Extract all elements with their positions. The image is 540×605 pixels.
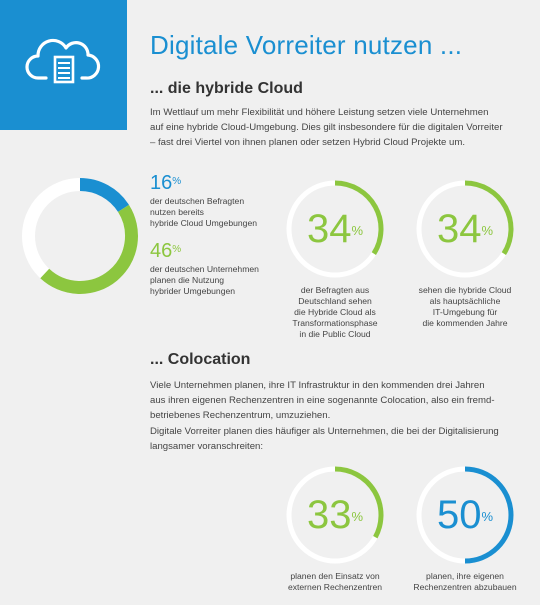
colocation-para-line: betriebenes Rechenzentrum, umzuziehen. [150, 410, 331, 421]
ring-unit: % [351, 509, 364, 524]
ring-number: 50 [436, 493, 482, 537]
ring-unit: % [351, 223, 364, 238]
section-title-colocation: ... Colocation [150, 351, 251, 368]
hybrid-intro-line: auf eine hybride Cloud-Umgebung. Dies gi… [150, 122, 503, 133]
ring-colocation-reduce-caption: planen, ihre eigenen Rechenzentren abzub… [400, 571, 530, 593]
ring-hybrid-transformation [286, 180, 384, 278]
ring-hybrid-transformation-caption: der Befragten aus Deutschland sehen die … [270, 285, 400, 340]
caption-line: der Befragten aus [300, 285, 370, 295]
caption-line: in die Public Cloud [299, 329, 371, 339]
stat-46-number: 46 [150, 240, 173, 262]
stat-46-label-line: hybrider Umgebungen [150, 286, 236, 296]
colocation-para-line: Digitale Vorreiter planen dies häufiger … [150, 426, 499, 437]
colocation-para-2: Digitale Vorreiter planen dies häufiger … [150, 424, 530, 454]
ring-colocation-reduce-value: 50% [416, 495, 514, 535]
colocation-para-1: Viele Unternehmen planen, ihre IT Infras… [150, 378, 530, 423]
caption-line: die Hybride Cloud als [294, 307, 376, 317]
stat-46-label-line: planen die Nutzung [150, 275, 225, 285]
caption-line: Deutschland sehen [298, 296, 372, 306]
hybrid-intro-line: – fast drei Viertel von ihnen planen ode… [150, 137, 465, 148]
ring-unit: % [481, 223, 494, 238]
caption-line: die kommenden Jahre [422, 318, 508, 328]
ring-progress-arc [334, 180, 384, 255]
ring-colocation-external-caption: planen den Einsatz von externen Rechenze… [270, 571, 400, 593]
stat-16-number: 16 [150, 172, 173, 194]
ring-hybrid-main-environment-caption: sehen die hybride Cloud als hauptsächlic… [400, 285, 530, 329]
caption-line: sehen die hybride Cloud [418, 285, 512, 295]
caption-line: IT-Umgebung für [432, 307, 498, 317]
caption-line: externen Rechenzentren [287, 582, 383, 592]
colocation-para-line: aus ihren eigenen Rechenzentren in eine … [150, 395, 495, 406]
colocation-para-line: langsamer voranschreiten: [150, 441, 264, 452]
stat-46-label: der deutschen Unternehmen planen die Nut… [150, 264, 270, 297]
ring-number: 34 [436, 207, 482, 251]
ring-number: 33 [306, 493, 352, 537]
stat-16-unit: % [172, 176, 182, 187]
ring-progress-arc [334, 466, 384, 539]
donut-segment [40, 204, 138, 294]
stat-46-label-line: der deutschen Unternehmen [150, 264, 259, 274]
cloud-server-icon [25, 38, 101, 84]
ring-colocation-external [286, 466, 384, 564]
stat-16-label-line: hybride Cloud Umgebungen [150, 218, 258, 228]
stat-46-unit: % [172, 244, 182, 255]
section-title-hybrid: ... die hybride Cloud [150, 80, 303, 97]
caption-line: als hauptsächliche [429, 296, 501, 306]
stat-16-label-line: der deutschen Befragten [150, 196, 245, 206]
ring-unit: % [481, 509, 494, 524]
ring-hybrid-transformation-value: 34% [286, 209, 384, 249]
stat-16-value: 16% [150, 173, 181, 193]
ring-hybrid-main-environment [416, 180, 514, 278]
caption-line: Rechenzentren abzubauen [413, 582, 517, 592]
ring-progress-arc [464, 180, 514, 255]
caption-line: planen, ihre eigenen [426, 571, 504, 581]
hybrid-intro-line: Im Wettlauf um mehr Flexibilität und höh… [150, 107, 489, 118]
ring-colocation-reduce [416, 466, 514, 564]
page-title: Digitale Vorreiter nutzen ... [150, 30, 463, 60]
header-icon-block [0, 0, 127, 130]
caption-line: planen den Einsatz von [290, 571, 380, 581]
stat-16-label-line: nutzen bereits [150, 207, 204, 217]
ring-hybrid-main-environment-value: 34% [416, 209, 514, 249]
hybrid-donut-chart [22, 178, 138, 294]
stat-16-label: der deutschen Befragten nutzen bereits h… [150, 196, 270, 229]
ring-progress-arc [464, 466, 514, 564]
donut-segment [79, 178, 129, 213]
ring-colocation-external-value: 33% [286, 495, 384, 535]
colocation-para-line: Viele Unternehmen planen, ihre IT Infras… [150, 380, 485, 391]
ring-number: 34 [306, 207, 352, 251]
stat-46-value: 46% [150, 241, 181, 261]
hybrid-intro: Im Wettlauf um mehr Flexibilität und höh… [150, 105, 530, 150]
caption-line: Transformationsphase [292, 318, 378, 328]
